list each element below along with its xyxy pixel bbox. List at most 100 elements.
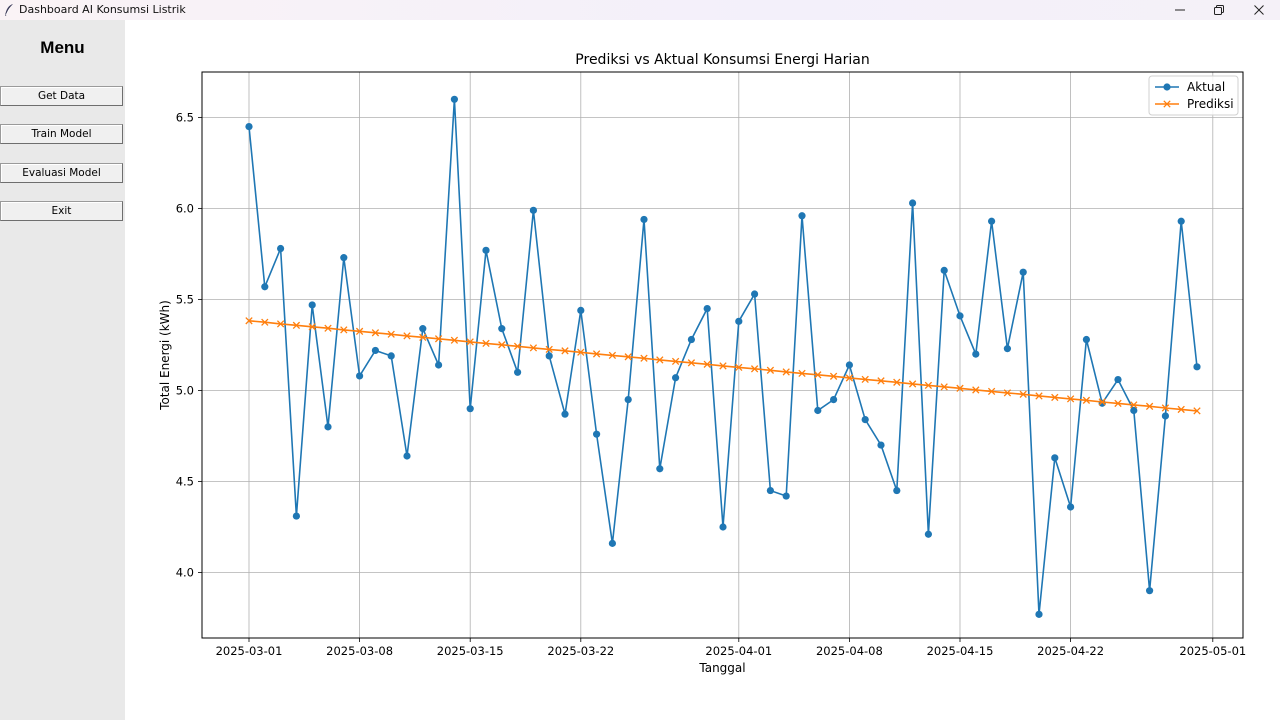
data-point-prediksi	[814, 371, 822, 379]
data-point-prediksi	[924, 381, 933, 390]
legend-label: Prediksi	[1187, 97, 1234, 111]
restore-button[interactable]	[1199, 0, 1239, 20]
data-point-prediksi	[624, 353, 632, 361]
data-point-aktual	[703, 304, 711, 313]
data-point-aktual	[1019, 268, 1027, 276]
data-point-prediksi	[766, 366, 775, 374]
data-point-prediksi	[640, 354, 648, 362]
data-point-prediksi	[908, 380, 917, 388]
data-point-prediksi	[592, 350, 601, 358]
data-point-prediksi	[434, 335, 443, 343]
data-point-aktual	[561, 410, 569, 418]
data-point-aktual	[498, 325, 506, 333]
data-point-aktual	[593, 430, 601, 438]
data-point-prediksi	[403, 332, 411, 340]
data-point-prediksi	[1098, 398, 1106, 406]
data-point-aktual	[1051, 454, 1059, 462]
x-tick-label: 2025-03-08	[326, 644, 393, 658]
data-point-aktual	[1067, 503, 1075, 511]
data-point-prediksi	[577, 348, 585, 356]
minimize-button[interactable]	[1160, 0, 1200, 20]
data-point-prediksi	[798, 369, 806, 378]
data-point-aktual	[988, 217, 996, 225]
data-point-prediksi	[1193, 407, 1201, 415]
data-point-aktual	[735, 317, 743, 325]
data-point-prediksi	[829, 372, 838, 380]
x-axis-label: Tanggal	[698, 661, 745, 675]
data-point-prediksi	[1161, 404, 1170, 412]
data-point-prediksi	[719, 362, 727, 370]
data-point-aktual	[1003, 345, 1012, 353]
get-data-button[interactable]: Get Data	[0, 86, 123, 106]
data-point-prediksi	[355, 327, 364, 336]
data-point-aktual	[261, 283, 269, 291]
data-point-aktual	[814, 406, 822, 415]
y-tick-label: 5.5	[176, 292, 194, 306]
train-model-button[interactable]: Train Model	[0, 124, 123, 144]
data-point-prediksi	[1114, 399, 1122, 408]
data-point-aktual	[1193, 363, 1201, 371]
x-tick-label: 2025-05-01	[1179, 644, 1246, 658]
data-point-aktual	[861, 416, 869, 424]
data-point-aktual	[893, 486, 901, 495]
data-point-aktual	[640, 215, 648, 224]
data-point-prediksi	[703, 360, 711, 368]
data-point-aktual	[340, 254, 348, 262]
y-tick-label: 6.5	[176, 110, 194, 124]
data-point-prediksi	[861, 375, 869, 384]
y-axis-label: Total Energi (kWh)	[158, 300, 172, 411]
data-point-aktual	[608, 539, 616, 547]
x-tick-label: 2025-03-01	[216, 644, 283, 658]
line-chart: 2025-03-01 2025-03-08 2025-03-15 2025-03-22…	[158, 52, 1246, 675]
data-point-aktual	[1146, 587, 1154, 595]
data-point-aktual	[972, 350, 980, 358]
close-button[interactable]	[1239, 0, 1279, 20]
data-point-aktual	[1177, 217, 1185, 225]
data-point-prediksi	[324, 324, 332, 332]
data-point-aktual	[687, 335, 696, 344]
data-point-aktual	[1130, 406, 1138, 415]
data-point-prediksi	[292, 321, 301, 329]
data-point-prediksi	[1051, 393, 1059, 402]
data-point-aktual	[356, 372, 364, 380]
data-point-prediksi	[735, 363, 743, 372]
menu-title: Menu	[40, 38, 85, 57]
legend-marker	[1163, 83, 1171, 91]
data-point-prediksi	[513, 342, 522, 350]
data-point-prediksi	[1019, 390, 1027, 398]
data-point-aktual	[1114, 375, 1122, 384]
data-point-aktual	[845, 361, 854, 369]
data-point-aktual	[466, 405, 474, 413]
data-point-prediksi	[1066, 395, 1075, 403]
window-title: Dashboard AI Konsumsi Listrik	[19, 3, 186, 16]
data-point-aktual	[751, 290, 759, 298]
data-point-aktual	[1082, 335, 1090, 344]
data-point-prediksi	[972, 386, 980, 394]
exit-button[interactable]: Exit	[0, 201, 123, 221]
data-point-aktual	[766, 486, 775, 495]
legend-marker	[1163, 100, 1171, 108]
data-point-aktual	[719, 523, 727, 531]
data-point-prediksi	[671, 357, 680, 366]
data-point-aktual	[371, 346, 379, 355]
data-point-aktual	[529, 206, 537, 214]
data-point-aktual	[577, 306, 585, 315]
x-tick-label: 2025-04-08	[816, 644, 883, 658]
data-point-prediksi	[340, 326, 348, 334]
data-point-aktual	[940, 266, 948, 274]
x-tick-label: 2025-04-15	[927, 644, 994, 658]
data-point-prediksi	[419, 333, 427, 342]
data-point-prediksi	[498, 341, 506, 349]
data-point-aktual	[514, 368, 522, 376]
restore-icon	[1214, 5, 1224, 15]
data-point-prediksi	[261, 318, 269, 326]
y-tick-label: 6.0	[176, 201, 194, 215]
evaluate-model-button[interactable]: Evaluasi Model	[0, 163, 123, 183]
data-point-aktual	[277, 244, 285, 253]
data-point-aktual	[435, 361, 443, 369]
data-point-aktual	[909, 199, 917, 207]
data-point-prediksi	[482, 339, 490, 348]
data-point-aktual	[308, 301, 316, 309]
data-point-prediksi	[750, 365, 759, 373]
data-point-aktual	[545, 352, 553, 360]
